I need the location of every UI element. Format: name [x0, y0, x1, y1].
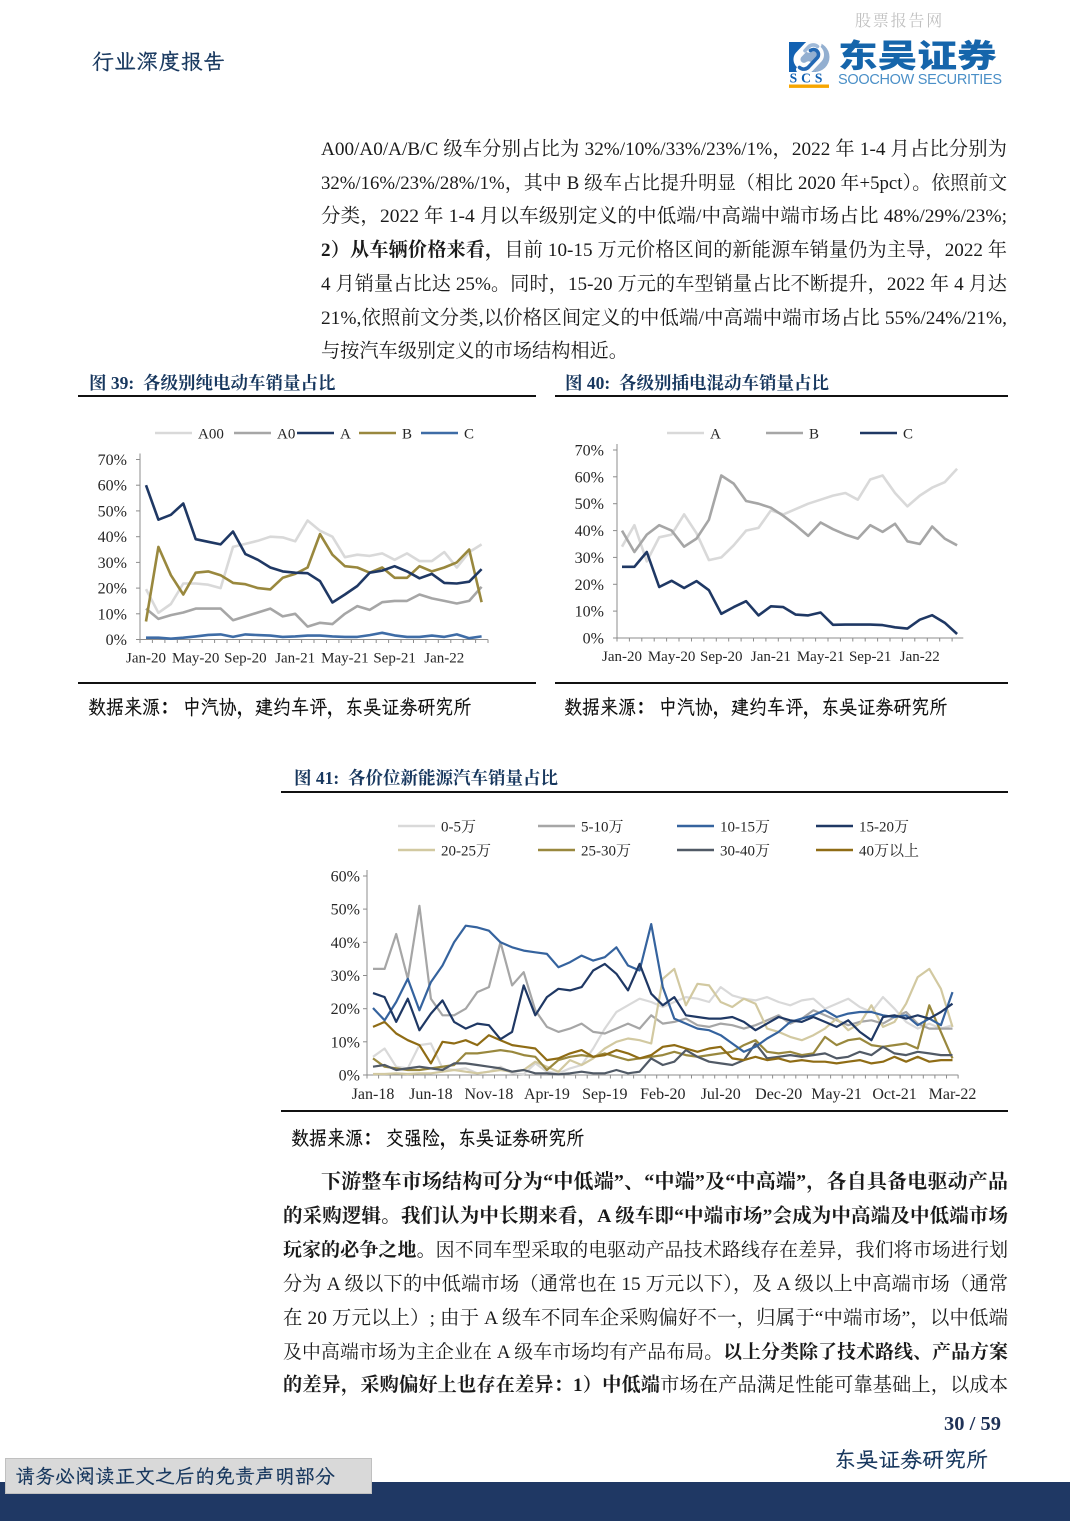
svg-text:40%: 40% — [98, 529, 127, 546]
svg-text:Jan-22: Jan-22 — [900, 649, 940, 665]
svg-text:B: B — [402, 427, 412, 443]
svg-text:15-20万: 15-20万 — [859, 820, 909, 836]
svg-text:Feb-20: Feb-20 — [640, 1086, 685, 1103]
svg-text:50%: 50% — [575, 496, 604, 513]
svg-text:Jan-20: Jan-20 — [602, 649, 642, 665]
svg-text:10%: 10% — [331, 1034, 360, 1051]
svg-text:Apr-19: Apr-19 — [524, 1086, 570, 1103]
svg-text:May-21: May-21 — [321, 651, 369, 667]
svg-text:A0: A0 — [277, 427, 295, 443]
svg-text:0%: 0% — [106, 632, 127, 649]
svg-text:Dec-20: Dec-20 — [755, 1086, 802, 1103]
svg-text:50%: 50% — [98, 503, 127, 520]
svg-text:Sep-21: Sep-21 — [849, 649, 892, 665]
svg-text:Jun-18: Jun-18 — [409, 1086, 453, 1103]
svg-text:10-15万: 10-15万 — [720, 820, 770, 836]
svg-text:5-10万: 5-10万 — [581, 820, 624, 836]
svg-text:50%: 50% — [331, 902, 360, 919]
svg-text:20%: 20% — [575, 577, 604, 594]
svg-text:Oct-21: Oct-21 — [872, 1086, 916, 1103]
svg-text:60%: 60% — [331, 868, 360, 885]
svg-text:May-20: May-20 — [648, 649, 696, 665]
svg-text:May-21: May-21 — [811, 1086, 862, 1103]
svg-text:25-30万: 25-30万 — [581, 844, 631, 860]
svg-text:30%: 30% — [575, 550, 604, 567]
svg-text:May-21: May-21 — [797, 649, 845, 665]
svg-text:70%: 70% — [98, 452, 127, 469]
svg-text:70%: 70% — [575, 442, 604, 459]
svg-text:30-40万: 30-40万 — [720, 844, 770, 860]
svg-text:40%: 40% — [331, 935, 360, 952]
svg-text:60%: 60% — [575, 469, 604, 486]
svg-text:Nov-18: Nov-18 — [464, 1086, 513, 1103]
svg-text:May-20: May-20 — [172, 651, 220, 667]
svg-text:Jan-21: Jan-21 — [751, 649, 791, 665]
svg-text:SCS: SCS — [790, 71, 827, 86]
svg-text:30%: 30% — [331, 968, 360, 985]
svg-text:20%: 20% — [98, 581, 127, 598]
svg-text:Jan-18: Jan-18 — [352, 1086, 395, 1103]
svg-text:40%: 40% — [575, 523, 604, 540]
svg-text:Jan-22: Jan-22 — [424, 651, 464, 667]
svg-text:0%: 0% — [583, 631, 604, 648]
svg-text:10%: 10% — [575, 604, 604, 621]
svg-text:Mar-22: Mar-22 — [929, 1086, 977, 1103]
svg-text:A: A — [340, 427, 351, 443]
svg-text:Sep-20: Sep-20 — [224, 651, 267, 667]
svg-text:Jan-20: Jan-20 — [126, 651, 166, 667]
svg-text:A: A — [710, 427, 721, 443]
svg-text:Jul-20: Jul-20 — [701, 1086, 741, 1103]
svg-text:0-5万: 0-5万 — [441, 820, 476, 836]
svg-text:Sep-21: Sep-21 — [373, 651, 416, 667]
svg-text:60%: 60% — [98, 478, 127, 495]
svg-text:20-25万: 20-25万 — [441, 844, 491, 860]
svg-text:20%: 20% — [331, 1001, 360, 1018]
svg-text:10%: 10% — [98, 606, 127, 623]
svg-text:40万以上: 40万以上 — [859, 843, 919, 860]
svg-text:B: B — [809, 427, 819, 443]
svg-text:Sep-20: Sep-20 — [700, 649, 743, 665]
svg-text:0%: 0% — [339, 1068, 360, 1085]
svg-text:Jan-21: Jan-21 — [275, 651, 315, 667]
svg-text:30%: 30% — [98, 555, 127, 572]
svg-text:Sep-19: Sep-19 — [582, 1086, 627, 1103]
svg-text:C: C — [903, 427, 913, 443]
svg-text:C: C — [464, 427, 474, 443]
svg-text:A00: A00 — [198, 427, 224, 443]
